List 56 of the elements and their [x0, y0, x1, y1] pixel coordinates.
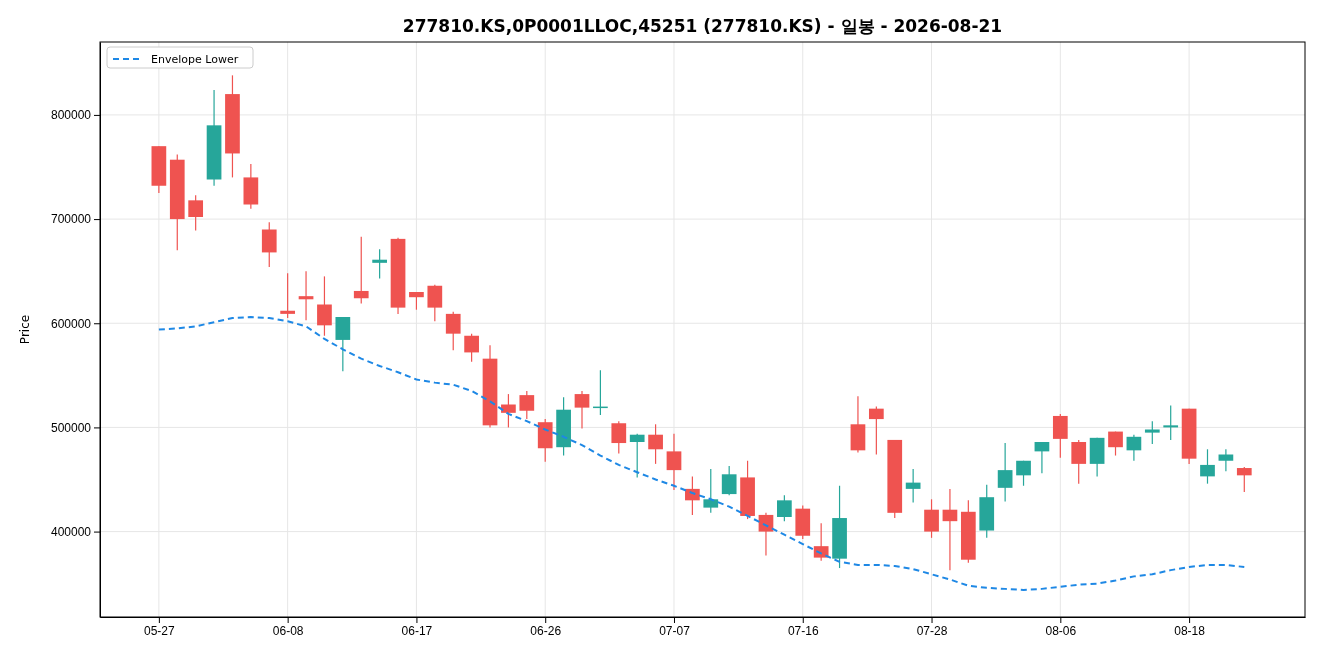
candlestick	[942, 488, 958, 571]
y-axis-title: Price	[18, 314, 32, 345]
candlestick	[353, 236, 369, 305]
x-tick-label: 06-17	[401, 623, 433, 638]
candlestick	[997, 442, 1013, 502]
candlestick	[1052, 413, 1068, 459]
candlestick	[924, 498, 939, 539]
x-tick-label: 05-27	[144, 623, 176, 638]
x-tick-label: 07-07	[659, 623, 691, 638]
candlestick	[1071, 439, 1087, 485]
candlestick	[280, 272, 296, 319]
candlestick	[372, 248, 387, 280]
candlestick	[1200, 448, 1215, 485]
y-tick-label: 800000	[50, 108, 92, 123]
candlestick	[721, 465, 737, 496]
candlestick	[335, 316, 351, 372]
candlestick	[666, 433, 682, 491]
candlestick	[574, 390, 590, 430]
x-tick-label: 08-18	[1174, 623, 1206, 638]
candlestick	[868, 405, 884, 456]
candlestick	[1218, 448, 1234, 472]
x-tick-label: 08-06	[1045, 623, 1077, 638]
candlestick	[519, 390, 535, 420]
candlestick	[188, 194, 204, 232]
candlestick	[813, 522, 829, 562]
y-tick-label: 500000	[50, 420, 92, 435]
candlestick	[905, 468, 921, 504]
candlestick	[1144, 420, 1160, 445]
candlestick	[1126, 434, 1142, 462]
legend-label: Envelope Lower	[151, 53, 239, 66]
candlestick	[1163, 404, 1179, 441]
candlestick	[464, 333, 479, 363]
x-tick-label: 06-08	[272, 623, 304, 638]
chart-title: 277810.KS,0P0001LLOC,45251 (277810.KS) - 일봉 - 2026-08-21	[402, 16, 1003, 36]
x-tick-label: 07-16	[787, 623, 819, 638]
candlestick	[703, 468, 719, 514]
y-tick-label: 700000	[50, 212, 92, 227]
candlestick	[777, 494, 792, 522]
candlestick	[317, 275, 332, 337]
candlestick	[1236, 466, 1252, 493]
line-series	[157, 316, 1246, 591]
candlestick	[1034, 441, 1050, 474]
candlestick	[611, 420, 627, 455]
candlestick	[427, 284, 443, 322]
candlestick	[298, 270, 314, 321]
candlestick	[261, 221, 277, 268]
candlestick	[445, 311, 461, 351]
candlestick	[758, 512, 774, 557]
candlestick	[648, 423, 663, 465]
candlestick	[501, 393, 516, 429]
candlestick	[629, 433, 645, 479]
candlestick	[1016, 460, 1031, 487]
y-tick-label: 600000	[50, 316, 92, 331]
x-tick-label: 07-28	[916, 623, 948, 638]
y-tick-label: 400000	[50, 524, 92, 539]
x-tick-label: 06-26	[530, 623, 562, 638]
